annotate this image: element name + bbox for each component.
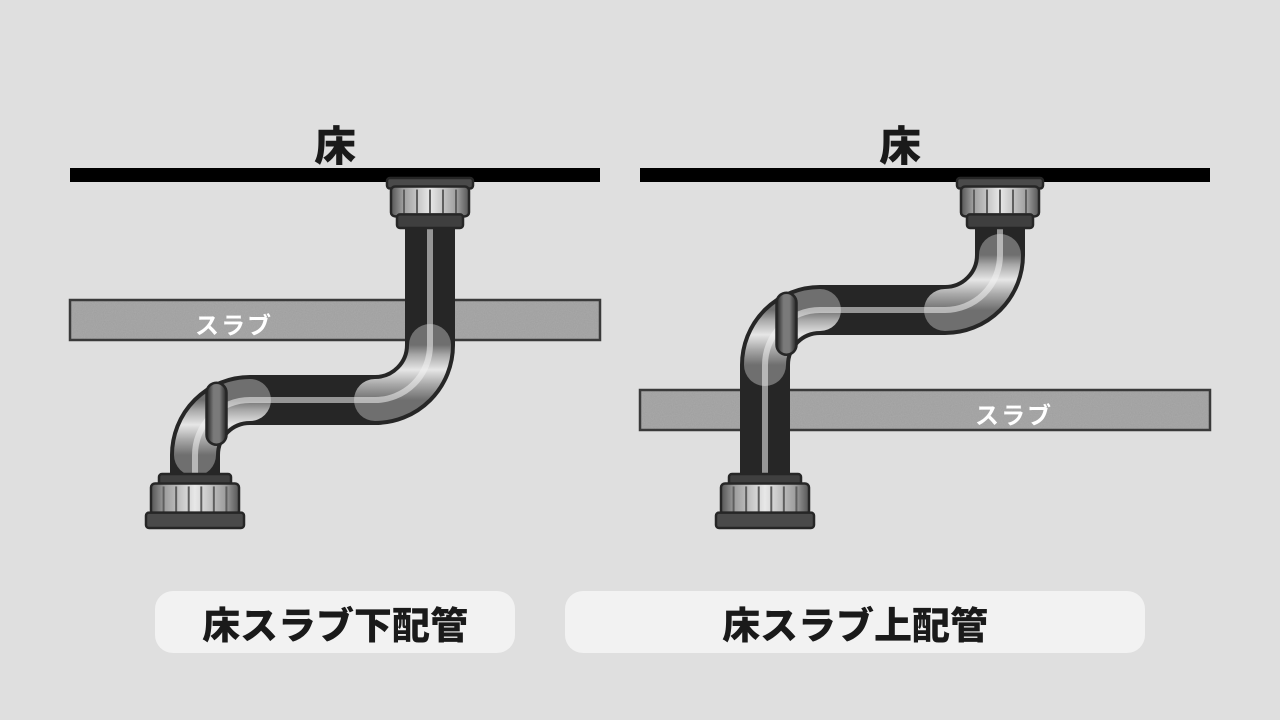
slab-label-right: スラブ bbox=[975, 396, 1053, 431]
caption-right: 床スラブ上配管 bbox=[565, 591, 1145, 653]
floor-label-left: 床 bbox=[295, 113, 375, 174]
caption-left: 床スラブ下配管 bbox=[155, 591, 515, 653]
slab-label-left: スラブ bbox=[195, 306, 273, 341]
floor-label-right: 床 bbox=[860, 113, 940, 174]
